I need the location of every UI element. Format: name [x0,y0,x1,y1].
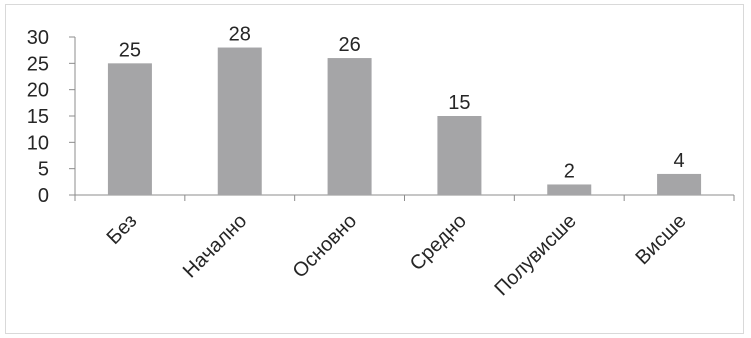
y-tick-label: 5 [38,159,49,181]
data-label: 25 [119,39,141,61]
y-tick-label: 0 [38,185,49,207]
data-label: 15 [448,92,470,114]
bar-4 [437,116,482,195]
x-tick-label: Средно [406,210,471,275]
data-label: 26 [338,34,360,56]
x-tick-label: Висше [631,210,690,269]
y-tick-label: 20 [27,80,49,102]
bar-5 [547,184,592,195]
data-label: 2 [564,160,575,182]
y-tick-label: 30 [27,27,49,49]
bar-6 [657,173,702,195]
data-label: 28 [229,24,251,46]
x-tick-label: Полувисше [490,210,580,300]
bar-2 [217,47,262,196]
x-tick-label: Начално [179,210,251,282]
y-tick-label: 10 [27,132,49,154]
data-label: 4 [674,150,685,172]
bar-3 [327,58,372,195]
bar-1 [107,63,152,196]
y-tick-label: 25 [27,53,49,75]
x-tick-label: Основно [289,210,362,283]
x-tick-label: Без [103,210,142,249]
y-tick-label: 15 [27,106,49,128]
